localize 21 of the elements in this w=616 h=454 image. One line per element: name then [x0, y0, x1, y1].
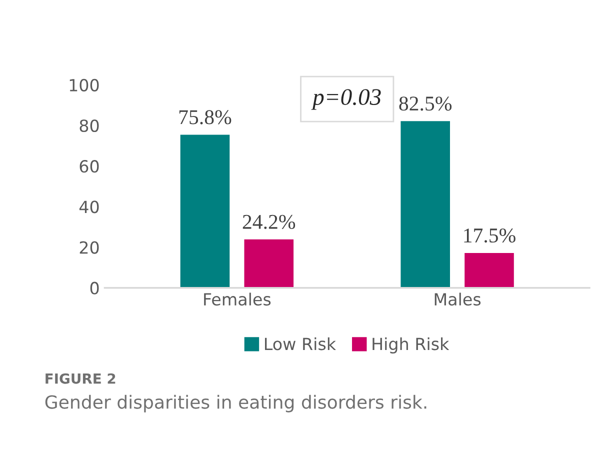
bar	[399, 120, 452, 288]
legend-label: Low Risk	[265, 337, 336, 350]
y-tick-label: 20	[80, 241, 99, 254]
bar	[242, 238, 295, 288]
y-tick-label: 0	[90, 282, 99, 294]
y-tick-label: 60	[80, 160, 99, 173]
bar	[463, 252, 516, 288]
caption: FIGURE 2	[46, 373, 116, 384]
x-tick-label: Males	[434, 292, 481, 306]
data-label: 75.8%	[179, 110, 232, 124]
bar	[178, 133, 232, 288]
y-tick-label: 40	[79, 200, 99, 214]
data-label: 24.2%	[242, 214, 296, 230]
text: Gender disparities in eating disorders risk.	[45, 394, 426, 412]
y-tick-label: 80	[80, 119, 99, 132]
x-tick-label: Females	[204, 292, 271, 306]
y-tick-label: 100	[70, 78, 99, 92]
annotation: p=0.03	[311, 89, 381, 110]
data-label: 17.5%	[464, 228, 516, 243]
legend-label: High Risk	[372, 337, 450, 354]
data-label: 82.5%	[399, 96, 452, 111]
